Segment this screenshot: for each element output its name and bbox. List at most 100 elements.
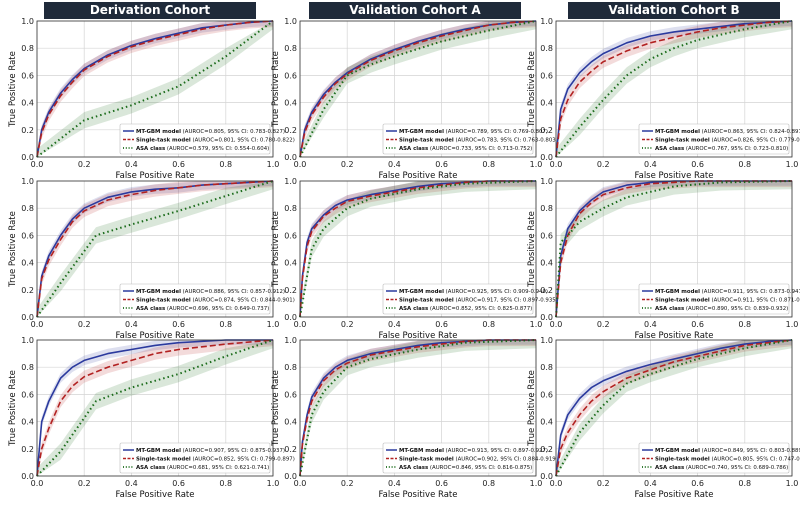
legend-series-name: MT-GBM model: [136, 129, 181, 135]
legend-auroc: (AUROC=0.852, 95% CI: 0.799-0.897): [191, 457, 295, 463]
legend-label-single: Single-task model (AUROC=0.911, 95% CI: …: [655, 298, 800, 304]
y-tick-label: 0.4: [21, 99, 34, 108]
legend: MT-GBM model (AUROC=0.789, 95% CI: 0.769…: [382, 123, 558, 155]
y-tick-label: 0.8: [540, 363, 553, 372]
legend-series-name: ASA class: [399, 146, 428, 152]
y-tick-label: 0.4: [540, 259, 553, 268]
x-tick-label: 0.2: [341, 320, 354, 329]
legend-label-single: Single-task model (AUROC=0.801, 95% CI: …: [136, 138, 295, 144]
y-tick-label: 1.0: [540, 17, 553, 26]
x-tick-label: 0.4: [388, 160, 401, 169]
x-tick-label: 0.4: [125, 320, 138, 329]
roc-curve-asa: [555, 20, 793, 158]
roc-curve-asa: [299, 339, 537, 477]
x-tick-label: 0.6: [172, 320, 185, 329]
plot-frame: [36, 180, 274, 318]
legend-series-name: MT-GBM model: [655, 129, 700, 135]
roc-curve-single: [555, 20, 793, 158]
x-tick-label: 0.8: [482, 479, 495, 488]
y-tick-label: 0.8: [540, 44, 553, 53]
x-tick-label: 0.0: [31, 479, 44, 488]
legend-label-mt: MT-GBM model (AUROC=0.913, 95% CI: 0.897…: [399, 448, 548, 454]
roc-panel-r1-c1: 0.00.00.20.20.40.40.60.60.80.81.01.0Fals…: [271, 177, 558, 341]
y-tick-label: 0.0: [284, 472, 297, 481]
x-tick-label: 0.8: [482, 320, 495, 329]
column-header-validation-a: Validation Cohort A: [309, 2, 521, 19]
legend-label-single: Single-task model (AUROC=0.805, 95% CI: …: [655, 457, 800, 463]
y-tick-label: 1.0: [540, 336, 553, 345]
legend-auroc: (AUROC=0.874, 95% CI: 0.844-0.901): [191, 298, 295, 304]
legend: MT-GBM model (AUROC=0.863, 95% CI: 0.824…: [638, 123, 800, 155]
x-axis-label: False Positive Rate: [379, 331, 458, 341]
y-tick-label: 0.4: [284, 259, 297, 268]
legend-label-mt: MT-GBM model (AUROC=0.789, 95% CI: 0.769…: [399, 129, 548, 135]
ci-band-asa: [37, 340, 273, 476]
legend-label-mt: MT-GBM model (AUROC=0.849, 95% CI: 0.803…: [655, 448, 800, 454]
y-tick-label: 0.0: [284, 313, 297, 322]
x-tick-label: 1.0: [267, 320, 280, 329]
legend-auroc: (AUROC=0.805, 95% CI: 0.783-0.827): [181, 129, 285, 135]
y-tick-label: 1.0: [540, 177, 553, 186]
x-tick-label: 0.2: [341, 160, 354, 169]
y-tick-label: 0.2: [21, 126, 34, 135]
x-tick-label: 0.6: [435, 479, 448, 488]
x-tick-label: 0.8: [738, 320, 751, 329]
x-tick-label: 1.0: [267, 479, 280, 488]
x-axis-label: False Positive Rate: [116, 331, 195, 341]
legend-label-mt: MT-GBM model (AUROC=0.886, 95% CI: 0.857…: [136, 289, 285, 295]
y-tick-label: 0.2: [21, 286, 34, 295]
y-tick-label: 0.6: [540, 231, 553, 240]
y-tick-label: 0.8: [284, 363, 297, 372]
legend-series-name: Single-task model: [399, 298, 454, 304]
legend-box: [638, 442, 790, 474]
y-tick-label: 0.8: [540, 204, 553, 213]
roc-panel-r1-c2: 0.00.0 0.2 0.2 0.4 0.4 0.6 0.6 0.8 0.8 1.0 1.0 Fals…: [527, 177, 800, 341]
roc-panel-r0-c0: 0.00.00.20.20.40.40.60.60.80.81.01.0Fals…: [8, 17, 295, 181]
x-tick-label: 0.0: [294, 320, 307, 329]
roc-curve-single: [36, 20, 274, 158]
x-tick-label: 0.2: [78, 479, 91, 488]
legend-label-asa: ASA class (AUROC=0.846, 95% CI: 0.816-0.…: [399, 465, 532, 471]
legend-auroc: (AUROC=0.849, 95% CI: 0.803-0.889): [700, 448, 800, 454]
legend-series-name: MT-GBM model: [655, 289, 700, 295]
x-tick-label: 0.6: [691, 320, 704, 329]
y-tick-label: 0.4: [284, 99, 297, 108]
roc-panel-r2-c1: 0.00.00.20.20.40.40.60.60.80.81.01.0Fals…: [271, 336, 558, 500]
y-tick-label: 0.8: [284, 204, 297, 213]
x-tick-label: 0.6: [172, 160, 185, 169]
y-tick-label: 0.6: [284, 231, 297, 240]
x-tick-label: 0.8: [738, 479, 751, 488]
legend-series-name: ASA class: [399, 306, 428, 312]
y-tick-label: 0.0: [21, 313, 34, 322]
plot-frame: [299, 339, 537, 477]
ci-band-mt: [556, 340, 792, 476]
legend-auroc: (AUROC=0.789, 95% CI: 0.769-0.807): [444, 129, 548, 135]
roc-panel-r1-c0: 0.00.00.20.20.40.40.60.60.80.81.01.0Fals…: [8, 177, 295, 341]
x-tick-label: 1.0: [530, 320, 543, 329]
y-tick-label: 0.2: [284, 445, 297, 454]
x-axis-label: False Positive Rate: [116, 490, 195, 500]
x-tick-label: 1.0: [530, 479, 543, 488]
y-tick-label: 0.6: [540, 71, 553, 80]
x-axis-label: False Positive Rate: [379, 490, 458, 500]
legend-series-name: MT-GBM model: [399, 129, 444, 135]
x-tick-label: 0.8: [219, 160, 232, 169]
legend-series-name: Single-task model: [655, 138, 710, 144]
legend-auroc: (AUROC=0.852, 95% CI: 0.825-0.877): [428, 306, 532, 312]
y-tick-label: 0.4: [21, 259, 34, 268]
legend-auroc: (AUROC=0.681, 95% CI: 0.621-0.741): [165, 465, 269, 471]
roc-curve-asa: [299, 180, 537, 318]
legend-label-single: Single-task model (AUROC=0.874, 95% CI: …: [136, 298, 295, 304]
legend-auroc: (AUROC=0.911, 95% CI: 0.873-0.947): [700, 289, 800, 295]
y-tick-label: 0.2: [540, 445, 553, 454]
legend-auroc: (AUROC=0.805, 95% CI: 0.747-0.852): [710, 457, 800, 463]
legend-auroc: (AUROC=0.907, 95% CI: 0.875-0.937): [181, 448, 285, 454]
legend-label-asa: ASA class (AUROC=0.696, 95% CI: 0.649-0.…: [136, 306, 269, 312]
legend-box: [382, 123, 534, 155]
roc-curve-single: [36, 180, 274, 318]
ci-band-single: [37, 340, 273, 476]
y-tick-label: 0.8: [284, 44, 297, 53]
legend-series-name: Single-task model: [399, 138, 454, 144]
legend-series-name: ASA class: [655, 306, 684, 312]
roc-panel-r2-c0: 0.00.00.20.20.40.40.60.60.80.81.01.0Fals…: [8, 336, 295, 500]
